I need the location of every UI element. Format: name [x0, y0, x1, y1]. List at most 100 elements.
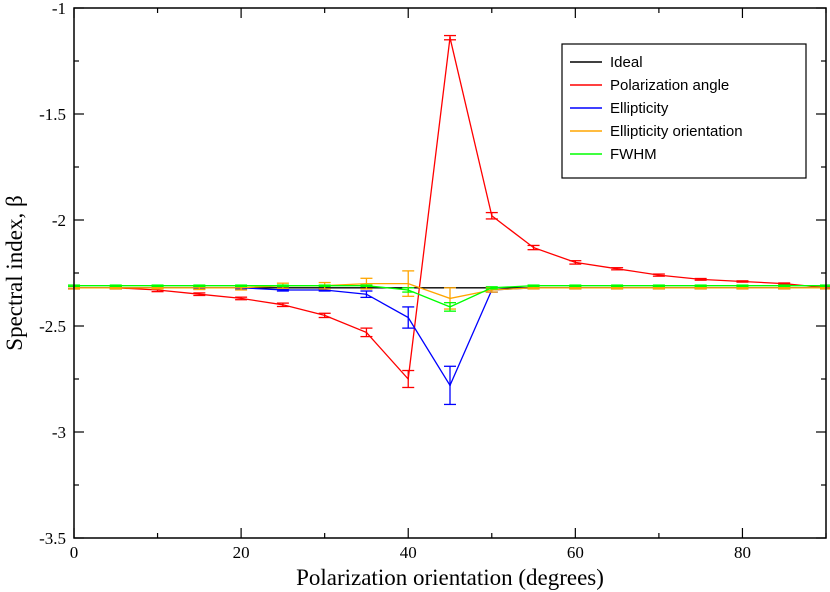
data-point	[616, 267, 618, 270]
error-bar	[276, 284, 289, 288]
data-point	[156, 284, 159, 287]
data-point	[616, 287, 618, 289]
data-point	[741, 284, 744, 287]
data-point	[240, 297, 242, 300]
data-point	[783, 284, 786, 287]
y-tick-label: -2.5	[39, 317, 66, 336]
data-point	[699, 284, 702, 287]
error-bar	[402, 287, 415, 293]
error-bar	[820, 284, 830, 288]
axes-layer: 0 20 40 60 80 -3.5 -3 -2.5 -2 -1.5 -1	[39, 0, 827, 562]
legend-label: Ideal	[610, 54, 643, 71]
data-point	[574, 287, 577, 289]
legend-label: Ellipticity orientation	[610, 123, 743, 140]
data-point	[114, 287, 117, 289]
error-bar	[193, 284, 206, 288]
data-point	[240, 287, 242, 289]
data-point	[323, 314, 326, 317]
data-point	[658, 284, 660, 287]
error-bar	[569, 284, 582, 288]
error-bar	[736, 280, 749, 283]
error-bar	[151, 284, 164, 288]
x-tick-label: 0	[70, 543, 79, 562]
data-point	[156, 287, 159, 289]
legend-label: Ellipticity	[610, 100, 669, 117]
series-4	[68, 284, 830, 312]
x-tick-label: 40	[400, 543, 417, 562]
error-bar	[652, 273, 665, 277]
error-bar	[778, 282, 791, 285]
error-bar	[778, 284, 791, 288]
data-point	[323, 284, 326, 287]
error-bar	[318, 312, 331, 319]
error-bar	[193, 292, 206, 297]
data-point	[741, 280, 744, 283]
legend-label: FWHM	[610, 146, 657, 163]
data-point	[532, 246, 535, 249]
error-bar	[444, 365, 456, 406]
error-bar	[444, 302, 456, 312]
data-point	[156, 289, 159, 291]
data-point	[490, 214, 493, 217]
data-point	[198, 284, 201, 287]
data-point	[365, 331, 368, 334]
data-point	[114, 284, 117, 287]
data-point	[699, 287, 702, 289]
data-point	[407, 282, 410, 285]
error-bar	[235, 284, 248, 288]
data-point	[198, 287, 201, 289]
legend: Ideal Polarization angle Ellipticity Ellipt…	[561, 43, 807, 179]
data-point	[699, 278, 702, 281]
legend-box	[561, 43, 807, 179]
x-tick-label: 20	[233, 543, 250, 562]
data-point	[449, 306, 451, 308]
data-point	[741, 287, 744, 289]
data-point	[574, 284, 577, 287]
data-point	[282, 284, 284, 287]
legend-label: Polarization angle	[610, 77, 729, 94]
error-bar	[276, 302, 289, 308]
error-bar	[527, 244, 540, 251]
data-point	[783, 287, 786, 289]
data-point	[407, 289, 410, 291]
error-bar	[360, 284, 373, 288]
error-bar	[569, 260, 582, 265]
data-point	[365, 284, 368, 287]
data-point	[449, 36, 451, 39]
error-bar	[444, 34, 456, 41]
series-2	[68, 286, 830, 406]
y-tick-label: -3	[52, 423, 66, 442]
data-point	[365, 282, 368, 285]
error-bar	[485, 211, 498, 220]
x-axis-title: Polarization orientation (degrees)	[296, 565, 604, 590]
data-point	[198, 293, 201, 296]
error-bar	[402, 306, 415, 329]
data-point	[323, 289, 326, 291]
data-point	[490, 287, 493, 289]
data-point	[574, 261, 577, 264]
y-axis-title: Spectral index, β	[2, 195, 27, 350]
error-bar	[360, 290, 373, 299]
error-bar	[235, 296, 248, 301]
y-tick-label: -1	[52, 0, 66, 18]
error-bar	[402, 369, 415, 389]
error-bar	[611, 267, 624, 271]
data-point	[658, 274, 660, 276]
error-bar	[360, 277, 373, 290]
y-tick-label: -2	[52, 211, 66, 230]
y-tick-label: -3.5	[39, 529, 66, 548]
data-point	[532, 287, 535, 289]
error-bar	[109, 284, 122, 288]
error-bar	[694, 277, 707, 281]
error-bar	[652, 284, 665, 288]
error-bar	[611, 284, 624, 288]
error-bar	[694, 284, 707, 288]
error-bar	[318, 284, 331, 288]
error-bar	[736, 284, 749, 288]
data-point	[365, 293, 368, 296]
data-point	[240, 284, 242, 287]
error-bar	[485, 286, 498, 290]
data-point	[532, 284, 535, 287]
data-point	[282, 289, 284, 291]
